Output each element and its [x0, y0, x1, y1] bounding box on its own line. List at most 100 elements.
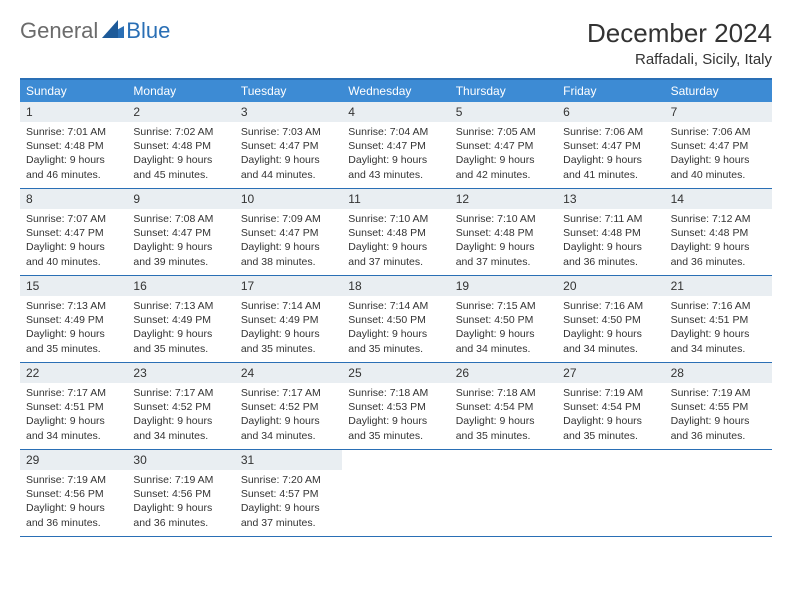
- sunset-line: Sunset: 4:47 PM: [241, 139, 338, 153]
- daylight-line: Daylight: 9 hours and 34 minutes.: [26, 414, 123, 442]
- day-number: 13: [557, 189, 664, 209]
- daylight-line: Daylight: 9 hours and 40 minutes.: [26, 240, 123, 268]
- daylight-line: Daylight: 9 hours and 37 minutes.: [456, 240, 553, 268]
- calendar-day: 2Sunrise: 7:02 AMSunset: 4:48 PMDaylight…: [127, 102, 234, 188]
- sunrise-line: Sunrise: 7:12 AM: [671, 212, 768, 226]
- day-body: Sunrise: 7:09 AMSunset: 4:47 PMDaylight:…: [235, 212, 342, 269]
- day-body: Sunrise: 7:13 AMSunset: 4:49 PMDaylight:…: [127, 299, 234, 356]
- calendar-day: 30Sunrise: 7:19 AMSunset: 4:56 PMDayligh…: [127, 450, 234, 536]
- daylight-line: Daylight: 9 hours and 46 minutes.: [26, 153, 123, 181]
- sunset-line: Sunset: 4:56 PM: [26, 487, 123, 501]
- day-number: 3: [235, 102, 342, 122]
- day-body: Sunrise: 7:06 AMSunset: 4:47 PMDaylight:…: [665, 125, 772, 182]
- calendar-day: [342, 450, 449, 536]
- day-number: 15: [20, 276, 127, 296]
- calendar-day: 15Sunrise: 7:13 AMSunset: 4:49 PMDayligh…: [20, 276, 127, 362]
- sunset-line: Sunset: 4:57 PM: [241, 487, 338, 501]
- calendar-day: 6 Sunrise: 7:06 AMSunset: 4:47 PMDaylight…: [557, 102, 664, 188]
- daylight-line: Daylight: 9 hours and 36 minutes.: [133, 501, 230, 529]
- sunrise-line: Sunrise: 7:13 AM: [26, 299, 123, 313]
- weekday-label: Monday: [127, 80, 234, 102]
- calendar-day: 3 Sunrise: 7:03 AMSunset: 4:47 PMDaylight…: [235, 102, 342, 188]
- sunrise-line: Sunrise: 7:04 AM: [348, 125, 445, 139]
- day-body: Sunrise: 7:11 AMSunset: 4:48 PMDaylight:…: [557, 212, 664, 269]
- day-body: Sunrise: 7:04 AMSunset: 4:47 PMDaylight:…: [342, 125, 449, 182]
- day-number: 25: [342, 363, 449, 383]
- sunset-line: Sunset: 4:53 PM: [348, 400, 445, 414]
- sunrise-line: Sunrise: 7:19 AM: [671, 386, 768, 400]
- calendar-day: 13 Sunrise: 7:11 AMSunset: 4:48 PMDayligh…: [557, 189, 664, 275]
- calendar-day: 7 Sunrise: 7:06 AMSunset: 4:47 PMDaylight…: [665, 102, 772, 188]
- daylight-line: Daylight: 9 hours and 34 minutes.: [241, 414, 338, 442]
- sunset-line: Sunset: 4:50 PM: [456, 313, 553, 327]
- day-body: Sunrise: 7:20 AMSunset: 4:57 PMDaylight:…: [235, 473, 342, 530]
- weekday-header-row: SundayMondayTuesdayWednesdayThursdayFrid…: [20, 80, 772, 102]
- sunrise-line: Sunrise: 7:11 AM: [563, 212, 660, 226]
- sunrise-line: Sunrise: 7:20 AM: [241, 473, 338, 487]
- location: Raffadali, Sicily, Italy: [587, 51, 772, 68]
- day-body: Sunrise: 7:18 AMSunset: 4:53 PMDaylight:…: [342, 386, 449, 443]
- day-number: 29: [20, 450, 127, 470]
- daylight-line: Daylight: 9 hours and 36 minutes.: [671, 240, 768, 268]
- day-body: Sunrise: 7:19 AMSunset: 4:56 PMDaylight:…: [127, 473, 234, 530]
- day-number: 26: [450, 363, 557, 383]
- calendar-weeks: 1Sunrise: 7:01 AMSunset: 4:48 PMDaylight…: [20, 102, 772, 537]
- day-body: Sunrise: 7:10 AMSunset: 4:48 PMDaylight:…: [450, 212, 557, 269]
- daylight-line: Daylight: 9 hours and 34 minutes.: [671, 327, 768, 355]
- daylight-line: Daylight: 9 hours and 35 minutes.: [241, 327, 338, 355]
- logo-text-blue: Blue: [126, 18, 170, 44]
- day-body: Sunrise: 7:14 AMSunset: 4:50 PMDaylight:…: [342, 299, 449, 356]
- sunrise-line: Sunrise: 7:06 AM: [563, 125, 660, 139]
- logo-flag-icon: [102, 18, 124, 44]
- daylight-line: Daylight: 9 hours and 45 minutes.: [133, 153, 230, 181]
- sunset-line: Sunset: 4:48 PM: [348, 226, 445, 240]
- sunset-line: Sunset: 4:48 PM: [456, 226, 553, 240]
- sunrise-line: Sunrise: 7:05 AM: [456, 125, 553, 139]
- day-body: Sunrise: 7:03 AMSunset: 4:47 PMDaylight:…: [235, 125, 342, 182]
- sunset-line: Sunset: 4:47 PM: [563, 139, 660, 153]
- day-number: 7: [665, 102, 772, 122]
- day-number: 31: [235, 450, 342, 470]
- sunset-line: Sunset: 4:50 PM: [348, 313, 445, 327]
- sunset-line: Sunset: 4:47 PM: [241, 226, 338, 240]
- calendar-day: 25 Sunrise: 7:18 AMSunset: 4:53 PMDayligh…: [342, 363, 449, 449]
- sunset-line: Sunset: 4:55 PM: [671, 400, 768, 414]
- sunrise-line: Sunrise: 7:15 AM: [456, 299, 553, 313]
- calendar-day: 26 Sunrise: 7:18 AMSunset: 4:54 PMDayligh…: [450, 363, 557, 449]
- daylight-line: Daylight: 9 hours and 36 minutes.: [563, 240, 660, 268]
- day-body: Sunrise: 7:17 AMSunset: 4:51 PMDaylight:…: [20, 386, 127, 443]
- day-body: Sunrise: 7:02 AMSunset: 4:48 PMDaylight:…: [127, 125, 234, 182]
- daylight-line: Daylight: 9 hours and 37 minutes.: [241, 501, 338, 529]
- day-number: 22: [20, 363, 127, 383]
- day-body: Sunrise: 7:19 AMSunset: 4:55 PMDaylight:…: [665, 386, 772, 443]
- sunrise-line: Sunrise: 7:19 AM: [133, 473, 230, 487]
- day-body: Sunrise: 7:18 AMSunset: 4:54 PMDaylight:…: [450, 386, 557, 443]
- day-number: 4: [342, 102, 449, 122]
- day-number: 24: [235, 363, 342, 383]
- sunrise-line: Sunrise: 7:13 AM: [133, 299, 230, 313]
- day-number: 6: [557, 102, 664, 122]
- daylight-line: Daylight: 9 hours and 41 minutes.: [563, 153, 660, 181]
- calendar-day: 24Sunrise: 7:17 AMSunset: 4:52 PMDayligh…: [235, 363, 342, 449]
- daylight-line: Daylight: 9 hours and 44 minutes.: [241, 153, 338, 181]
- weekday-label: Sunday: [20, 80, 127, 102]
- calendar-day: 12Sunrise: 7:10 AMSunset: 4:48 PMDayligh…: [450, 189, 557, 275]
- calendar-day: 28 Sunrise: 7:19 AMSunset: 4:55 PMDayligh…: [665, 363, 772, 449]
- logo: General Blue: [20, 18, 170, 44]
- day-number: 23: [127, 363, 234, 383]
- day-number: 9: [127, 189, 234, 209]
- sunrise-line: Sunrise: 7:03 AM: [241, 125, 338, 139]
- daylight-line: Daylight: 9 hours and 36 minutes.: [671, 414, 768, 442]
- calendar-day: 17Sunrise: 7:14 AMSunset: 4:49 PMDayligh…: [235, 276, 342, 362]
- daylight-line: Daylight: 9 hours and 35 minutes.: [456, 414, 553, 442]
- sunrise-line: Sunrise: 7:06 AM: [671, 125, 768, 139]
- logo-text-general: General: [20, 18, 98, 44]
- calendar-week: 1Sunrise: 7:01 AMSunset: 4:48 PMDaylight…: [20, 102, 772, 189]
- day-number: 17: [235, 276, 342, 296]
- day-number: 1: [20, 102, 127, 122]
- calendar: SundayMondayTuesdayWednesdayThursdayFrid…: [20, 78, 772, 537]
- day-number: 28: [665, 363, 772, 383]
- calendar-day: 27Sunrise: 7:19 AMSunset: 4:54 PMDayligh…: [557, 363, 664, 449]
- calendar-day: 14Sunrise: 7:12 AMSunset: 4:48 PMDayligh…: [665, 189, 772, 275]
- sunrise-line: Sunrise: 7:10 AM: [348, 212, 445, 226]
